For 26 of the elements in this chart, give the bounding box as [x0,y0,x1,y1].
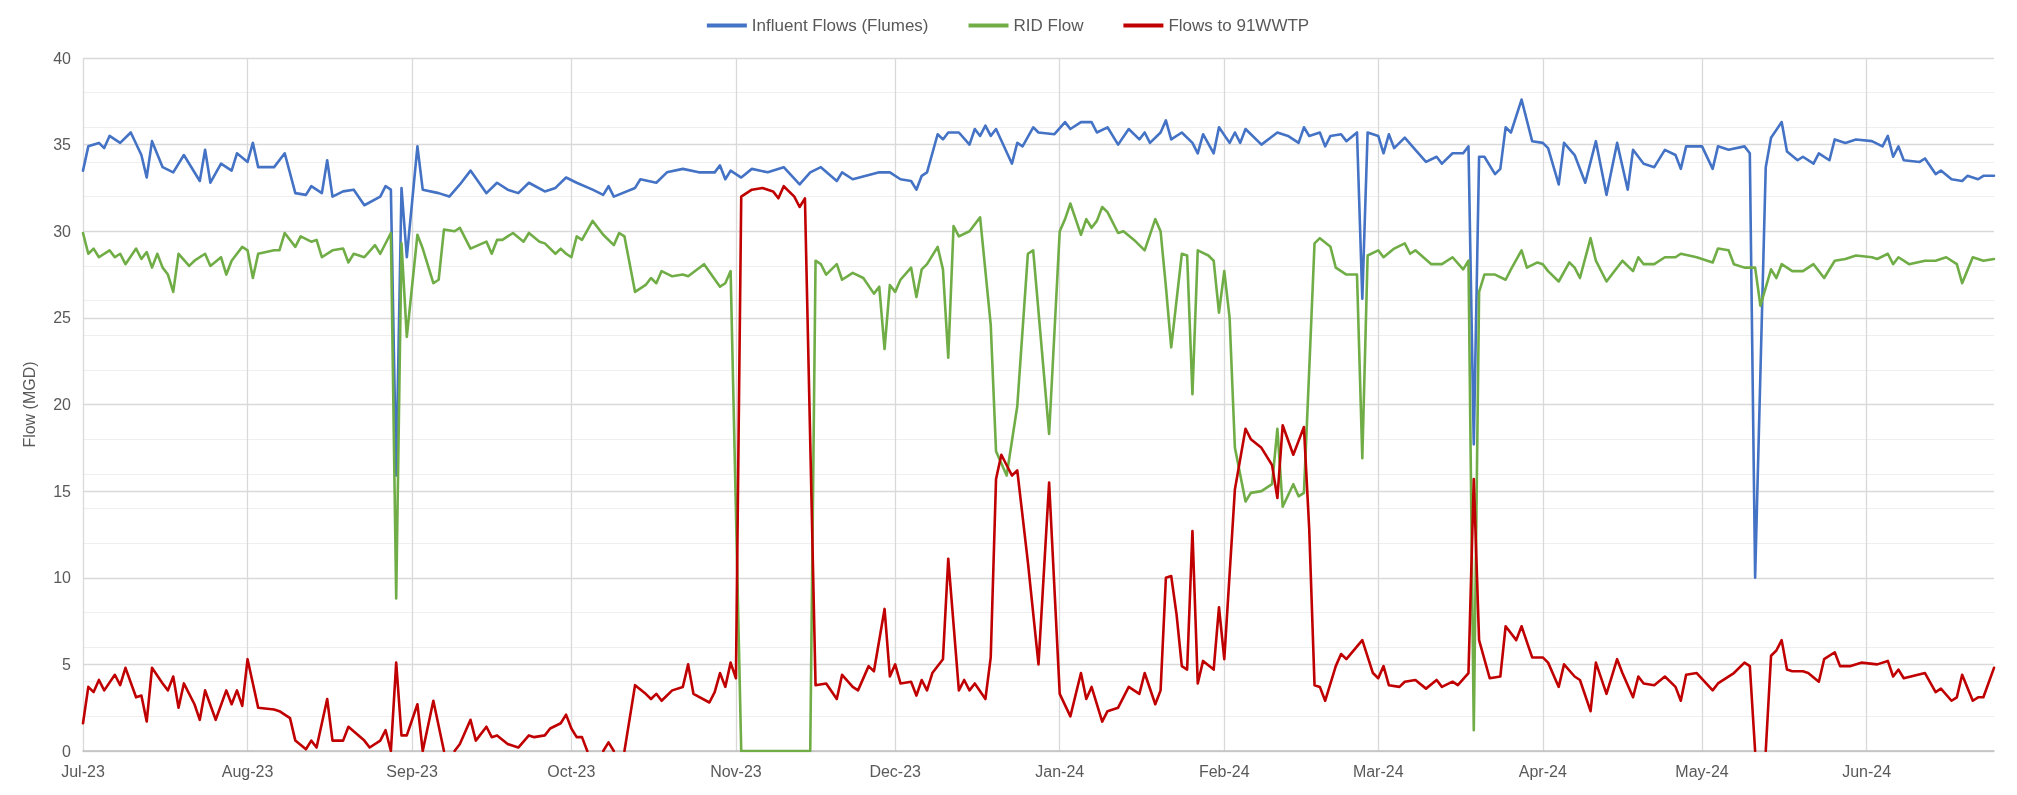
y-tick-label: 10 [53,569,72,587]
legend-label: Influent Flows (Flumes) [751,16,929,35]
x-tick-label: Apr-24 [1518,762,1567,780]
y-tick-label: 0 [62,742,72,760]
x-tick-label: Jul-23 [61,762,105,780]
y-tick-label: 25 [53,309,72,327]
x-tick-label: Aug-23 [221,762,274,780]
x-tick-label: Sep-23 [386,762,439,780]
x-tick-label: Jan-24 [1035,762,1085,780]
line-series [81,98,1996,580]
x-tick-label: Jun-24 [1842,762,1892,780]
x-tick-label: Feb-24 [1198,762,1250,780]
legend-label: Flows to 91WWTP [1168,16,1310,35]
x-tick-label: Dec-23 [869,762,922,780]
y-axis-title: Flow (MGD) [20,361,38,448]
y-tick-label: 35 [53,136,72,154]
legend-label: RID Flow [1013,16,1085,35]
x-tick-label: Oct-23 [547,762,596,780]
y-tick-label: 20 [53,396,72,413]
y-tick-label: 30 [53,222,72,240]
y-tick-label: 40 [53,49,72,67]
y-tick-label: 15 [53,482,72,500]
x-tick-label: Nov-23 [710,762,762,780]
x-tick-label: May-24 [1675,762,1729,780]
x-tick-label: Mar-24 [1352,762,1404,780]
y-tick-label: 5 [62,655,72,673]
